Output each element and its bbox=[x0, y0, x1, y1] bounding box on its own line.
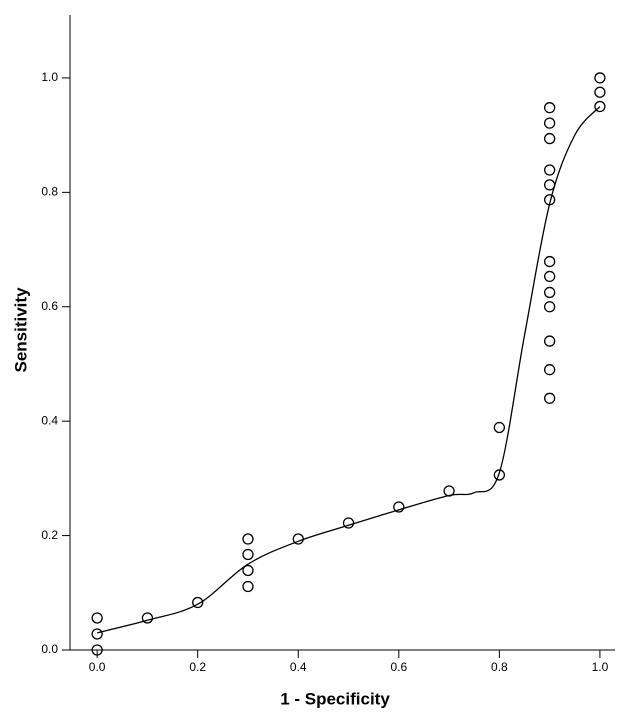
point bbox=[545, 393, 555, 403]
x-axis-title: 1 - Specificity bbox=[280, 689, 390, 708]
x-tick-label: 0.4 bbox=[290, 660, 307, 674]
chart: 1 - Specificity Sensitivity 0.0 0.2 0.4 0.6… bbox=[0, 0, 620, 714]
y-tick-label: 1.0 bbox=[41, 70, 58, 84]
point bbox=[92, 629, 102, 639]
y-tick-label: 0.6 bbox=[41, 299, 58, 313]
point bbox=[545, 180, 555, 190]
y-axis-title: Sensitivity bbox=[11, 287, 30, 373]
x-tick-label: 0.0 bbox=[89, 660, 106, 674]
point bbox=[545, 271, 555, 281]
x-tick-label: 0.8 bbox=[491, 660, 508, 674]
fit-curve bbox=[97, 107, 600, 633]
point bbox=[92, 613, 102, 623]
x-tick-label: 1.0 bbox=[592, 660, 609, 674]
point bbox=[545, 165, 555, 175]
point bbox=[545, 103, 555, 113]
point bbox=[545, 118, 555, 128]
point bbox=[545, 336, 555, 346]
point bbox=[545, 134, 555, 144]
point bbox=[545, 365, 555, 375]
y-tick-label: 0.4 bbox=[41, 413, 58, 427]
point bbox=[545, 287, 555, 297]
point bbox=[243, 549, 253, 559]
y-tick-label: 0.0 bbox=[41, 642, 58, 656]
point bbox=[243, 582, 253, 592]
x-tick-label: 0.2 bbox=[189, 660, 206, 674]
point bbox=[595, 73, 605, 83]
x-tick-label: 0.6 bbox=[390, 660, 407, 674]
point bbox=[243, 534, 253, 544]
point bbox=[545, 257, 555, 267]
y-tick-label: 0.2 bbox=[41, 528, 58, 542]
point bbox=[595, 87, 605, 97]
point bbox=[494, 422, 504, 432]
point bbox=[545, 302, 555, 312]
y-tick-label: 0.8 bbox=[41, 185, 58, 199]
